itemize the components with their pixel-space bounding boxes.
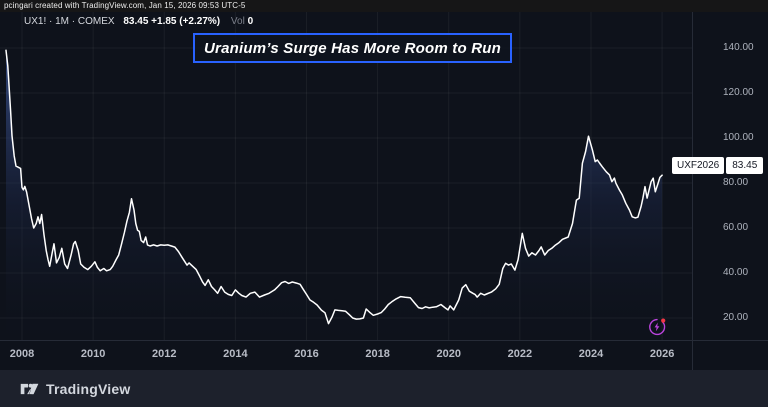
time-axis-tick: 2026: [649, 348, 675, 360]
chart-title-text: Uranium’s Surge Has More Room to Run: [204, 39, 501, 57]
time-axis-tick: 2018: [365, 348, 390, 360]
time-axis-tick: 2024: [578, 348, 604, 360]
lightning-bolt-icon: [649, 318, 666, 336]
chart-title-annotation[interactable]: Uranium’s Surge Has More Room to Run: [193, 33, 512, 63]
footer-bar: TradingView: [0, 370, 768, 407]
chart-pane[interactable]: UX1! · 1M · COMEX 83.45 +1.85 (+2.27%) V…: [0, 12, 768, 340]
last-price-label: 83.45: [726, 157, 764, 174]
price-axis-tick: 80.00: [723, 177, 749, 188]
price-axis-tick: 20.00: [723, 312, 749, 323]
price-axis-tick: 40.00: [723, 267, 749, 278]
tradingview-logo-icon: [20, 383, 39, 394]
price-change-values: 83.45 +1.85 (+2.27%): [123, 16, 221, 27]
time-axis-tick: 2014: [223, 348, 248, 360]
time-axis-tick: 2010: [80, 348, 106, 360]
price-axis-tick: 140.00: [723, 42, 754, 53]
price-chart-canvas[interactable]: [0, 12, 692, 340]
lightning-event-icon[interactable]: [647, 317, 667, 337]
price-axis-tick: 100.00: [723, 132, 754, 143]
notification-dot: [661, 318, 666, 323]
attribution-text: pcingari created with TradingView.com, J…: [4, 1, 246, 10]
tradingview-brand[interactable]: TradingView: [20, 381, 130, 397]
volume-value: 0: [247, 16, 254, 27]
time-axis-tick: 2008: [9, 348, 35, 360]
last-value-label: UXF2026 83.45: [672, 157, 764, 174]
attribution-bar: pcingari created with TradingView.com, J…: [0, 0, 768, 12]
time-axis-tick: 2012: [151, 348, 177, 360]
price-axis-tick: 120.00: [723, 87, 754, 98]
symbol-interval-exchange[interactable]: UX1! · 1M · COMEX: [24, 16, 115, 27]
tradingview-brand-text: TradingView: [46, 380, 131, 397]
contract-name-label: UXF2026: [672, 157, 725, 174]
price-axis-tick: 60.00: [723, 222, 749, 233]
area-fill: [6, 50, 663, 340]
time-axis-tick: 2022: [507, 348, 533, 360]
time-axis[interactable]: 2008 2010 2012 2014 2016 2018 2020 2022 2024 2026: [0, 340, 768, 370]
time-axis-tick: 2016: [294, 348, 319, 360]
symbol-legend[interactable]: UX1! · 1M · COMEX 83.45 +1.85 (+2.27%) V…: [24, 16, 253, 27]
price-line-series: [5, 49, 663, 325]
time-axis-tick: 2020: [436, 348, 461, 360]
price-axis[interactable]: 20.00 40.00 60.00 80.00 100.00 120.00 140.00: [692, 12, 768, 370]
volume-label: Vol: [230, 16, 245, 27]
